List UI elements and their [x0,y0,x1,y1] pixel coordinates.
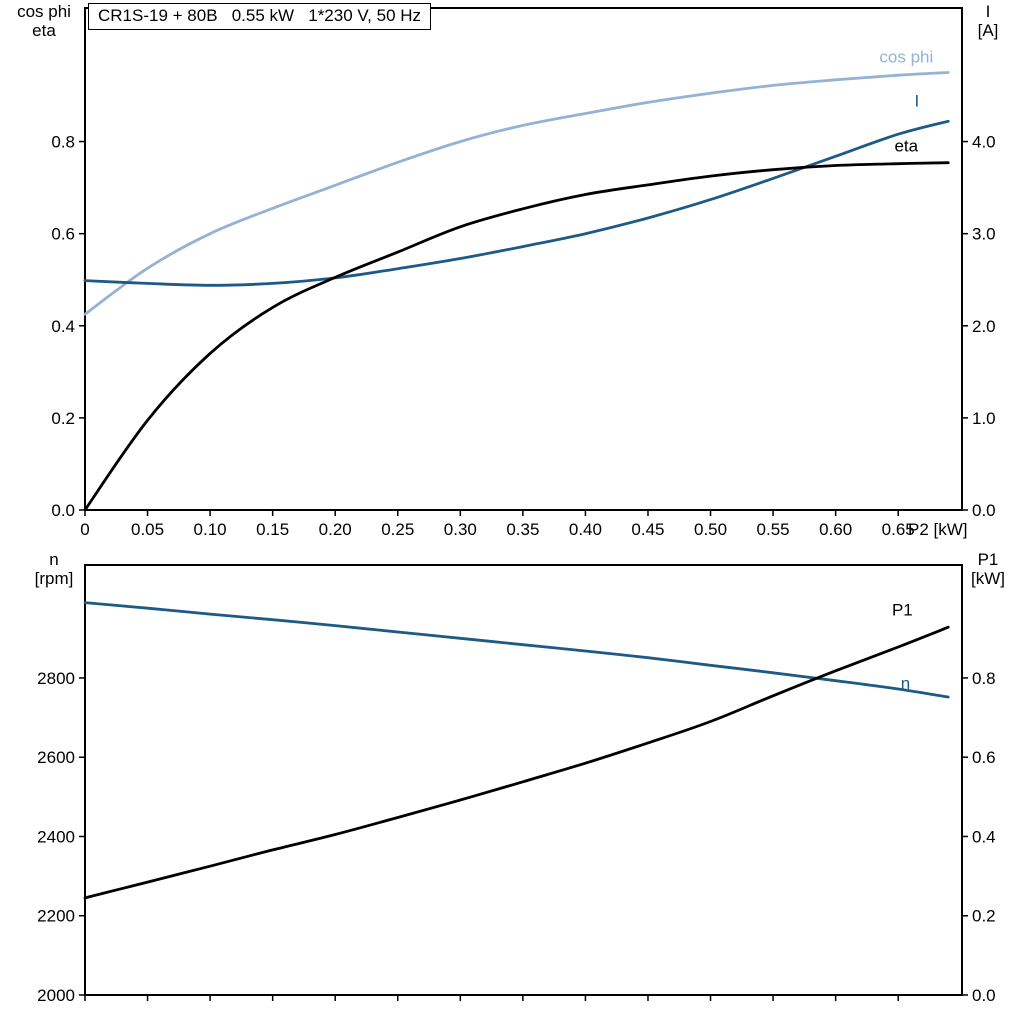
left-tick-label: 2400 [37,827,75,846]
right-tick-label: 0.0 [972,986,996,1005]
right-tick-label: 4.0 [972,133,996,152]
right-tick-label: 0.0 [972,501,996,520]
right-tick-label: 3.0 [972,225,996,244]
x-tick-label: 0.65 [882,520,915,539]
axis-label-eta: eta [32,21,56,40]
x-tick-label: 0.55 [757,520,790,539]
right-tick-label: 0.2 [972,907,996,926]
x-axis-unit-label: P2 [kW] [908,520,968,539]
bottom-chart-canvas: 2000 2200 2400 2600 2800 0.0 0.2 0.4 0.6 0.8 n P1 [37,564,996,1005]
x-tick-label: 0.15 [256,520,289,539]
top-chart-canvas: 0 0.05 0.10 0.15 0.20 0.25 0.30 0.35 0.40 0.45 0.5… [51,7,996,539]
series-label-n: n [901,674,910,693]
series-curve-I [83,119,950,287]
axis-label-current-unit: [A] [977,21,999,40]
title-box: CR1S-19 + 80B 0.55 kW 1*230 V, 50 Hz [88,3,432,30]
series-curve-n [83,601,950,699]
left-tick-label: 2000 [37,986,75,1005]
axis-label-speed-unit: [rpm] [34,569,74,588]
left-tick-label: 2800 [37,669,75,688]
x-tick-label: 0.35 [506,520,539,539]
series-curve-cos-phi [83,71,950,316]
left-tick-label: 0.2 [51,409,75,428]
left-tick-label: 0.6 [51,225,75,244]
right-tick-label: 0.6 [972,748,996,767]
axis-label-power-in-unit: [kW] [971,569,1005,588]
bottom-left-axis-label: n [rpm] [16,550,92,588]
x-tick-label: 0.05 [131,520,164,539]
x-tick-label: 0.25 [381,520,414,539]
series-label-P1: P1 [892,600,913,619]
series-label-I: I [914,92,919,111]
x-tick-label: 0.45 [631,520,664,539]
x-tick-label: 0.40 [569,520,602,539]
x-tick-label: 0 [80,520,89,539]
left-tick-label: 2200 [37,907,75,926]
series-label-eta: eta [894,137,918,156]
left-tick-label: 0.8 [51,133,75,152]
x-tick-label: 0.20 [319,520,352,539]
top-left-axis-label: cos phi eta [4,2,84,40]
right-tick-label: 0.4 [972,827,996,846]
plot-frame [84,564,963,996]
axis-label-cos-phi: cos phi [17,2,71,21]
axis-label-current: I [985,2,991,21]
axis-label-speed: n [49,550,59,569]
left-tick-label: 0.0 [51,501,75,520]
x-tick-label: 0.60 [819,520,852,539]
series-curve-eta [83,161,950,512]
series-label-cos-phi: cos phi [879,47,933,66]
x-tick-label: 0.50 [694,520,727,539]
x-tick-label: 0.30 [444,520,477,539]
left-tick-label: 0.4 [51,317,75,336]
x-tick-label: 0.10 [194,520,227,539]
right-tick-label: 0.8 [972,669,996,688]
right-tick-label: 2.0 [972,317,996,336]
series-curve-P1 [83,625,950,900]
plot-frame [84,7,963,511]
right-tick-label: 1.0 [972,409,996,428]
left-tick-label: 2600 [37,748,75,767]
bottom-right-axis-label: P1 [kW] [958,550,1018,588]
axis-label-power-in: P1 [977,550,999,569]
top-right-axis-label: I [A] [962,2,1014,40]
